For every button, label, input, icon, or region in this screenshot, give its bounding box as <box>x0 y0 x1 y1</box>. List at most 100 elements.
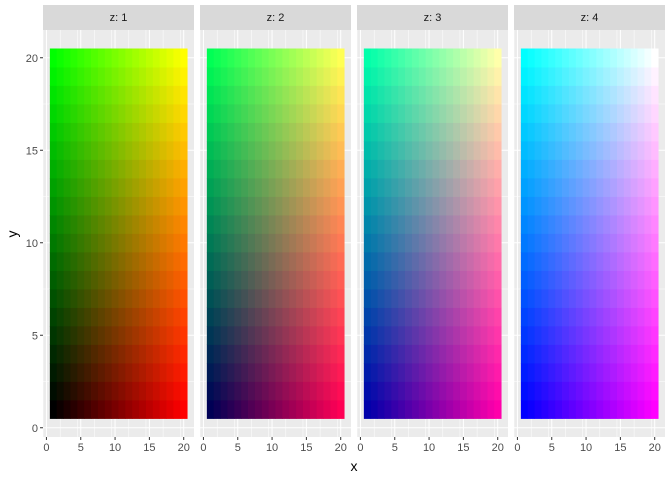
tile <box>254 270 263 290</box>
tile <box>49 104 58 123</box>
tile <box>384 363 392 382</box>
y-tick-label: 5 <box>32 330 38 342</box>
tile <box>152 363 161 382</box>
tile <box>323 141 331 160</box>
tile <box>623 215 632 234</box>
tile <box>330 289 338 308</box>
tile <box>575 67 584 86</box>
tile <box>111 381 119 401</box>
tile <box>637 196 645 216</box>
tile <box>56 344 64 364</box>
tile <box>527 233 535 253</box>
tile <box>596 363 604 382</box>
tile <box>145 381 154 401</box>
tile <box>439 122 447 142</box>
tile <box>275 400 283 419</box>
tile <box>473 252 481 271</box>
tile <box>166 85 174 105</box>
tile <box>575 289 584 308</box>
tile <box>241 215 249 234</box>
tile <box>227 400 235 419</box>
tile <box>180 381 188 401</box>
tile <box>568 326 577 345</box>
tile <box>589 400 597 419</box>
tile <box>104 381 113 401</box>
tile <box>180 48 188 68</box>
tile <box>70 363 78 382</box>
tile <box>603 178 611 197</box>
tile <box>125 141 133 160</box>
tile <box>227 196 235 216</box>
tile <box>391 381 399 401</box>
tile <box>220 270 228 290</box>
tile <box>173 344 181 364</box>
tile <box>241 178 249 197</box>
tile <box>480 270 488 290</box>
tile <box>391 215 399 234</box>
tile <box>91 326 99 345</box>
tile <box>562 48 570 68</box>
tile <box>453 48 461 68</box>
tile <box>323 159 331 179</box>
tile <box>480 381 488 401</box>
tile <box>616 363 625 382</box>
tile <box>104 48 113 68</box>
tile <box>520 122 529 142</box>
tile <box>275 363 283 382</box>
tile <box>411 178 420 197</box>
tile <box>370 215 378 234</box>
tile <box>309 104 318 123</box>
tile <box>548 270 556 290</box>
tile <box>582 252 590 271</box>
tile <box>568 400 577 419</box>
tile <box>289 252 297 271</box>
tile <box>316 289 324 308</box>
tile <box>644 178 652 197</box>
tile <box>405 270 413 290</box>
tile <box>377 289 385 308</box>
tile <box>309 400 318 419</box>
tile <box>49 67 58 86</box>
tile <box>487 270 495 290</box>
tile <box>275 381 283 401</box>
tile <box>275 85 283 105</box>
tile <box>651 104 659 123</box>
x-axis-title: x <box>351 458 358 474</box>
tile <box>453 196 461 216</box>
tile <box>282 85 290 105</box>
tile <box>520 48 529 68</box>
tile <box>77 344 85 364</box>
tile <box>398 122 406 142</box>
tile <box>391 159 399 179</box>
tile <box>405 344 413 364</box>
tile <box>459 381 468 401</box>
tile <box>459 400 468 419</box>
tile <box>446 122 454 142</box>
tile <box>555 270 563 290</box>
tile <box>582 196 590 216</box>
tile <box>97 233 106 253</box>
tile <box>548 233 556 253</box>
tile <box>248 307 256 327</box>
tile <box>125 363 133 382</box>
tile <box>152 104 161 123</box>
tile <box>405 233 413 253</box>
tile <box>644 215 652 234</box>
tile <box>630 85 638 105</box>
tile <box>418 289 427 308</box>
tile <box>651 233 659 253</box>
tile <box>227 178 235 197</box>
tile <box>432 85 440 105</box>
tile <box>418 270 427 290</box>
tile <box>548 178 556 197</box>
tile <box>206 215 215 234</box>
tile <box>56 141 64 160</box>
tile <box>261 289 270 308</box>
tile <box>459 178 468 197</box>
tile <box>391 48 399 68</box>
tile <box>111 400 119 419</box>
tile <box>459 344 468 364</box>
tile <box>637 307 645 327</box>
tile <box>125 326 133 345</box>
tile <box>145 48 154 68</box>
